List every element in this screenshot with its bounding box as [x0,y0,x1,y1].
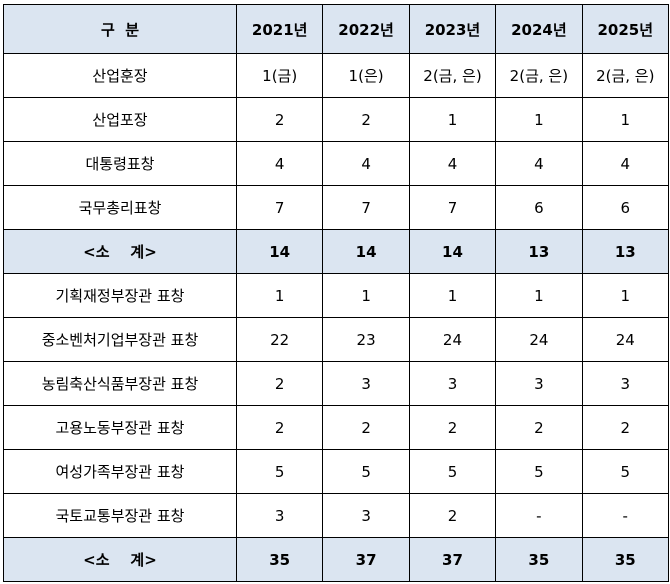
year-value-cell: - [581,493,669,538]
year-value-cell: 6 [581,185,669,230]
year-value-cell: 35 [235,537,324,582]
year-value-cell: 3 [235,493,324,538]
year-value-cell: 2 [235,97,324,142]
year-value-cell: 3 [322,361,410,406]
year-value-cell: 7 [322,185,410,230]
award-count-table: 구 분 2021년 2022년 2023년 2024년 2025년 산업훈장 1(… [3,4,669,582]
year-value-cell: 4 [322,141,410,186]
year-value-cell: 2 [408,405,497,450]
year-value-cell: 1 [408,97,497,142]
header-year: 2021년 [235,4,324,54]
table-row: 국무총리표창 7 7 7 6 6 [3,185,669,230]
year-value-cell: 2 [495,405,583,450]
subtotal-label: <소 계> [3,537,237,582]
year-value-cell: 1 [495,97,583,142]
table-row: 산업포장 2 2 1 1 1 [3,97,669,142]
table-row: 고용노동부장관 표창 2 2 2 2 2 [3,405,669,450]
subtotal-row: <소 계> 35 37 37 35 35 [3,537,669,582]
year-value-cell: 3 [495,361,583,406]
header-year: 2024년 [495,4,583,54]
table-header-row: 구 분 2021년 2022년 2023년 2024년 2025년 [3,4,669,54]
year-value-cell: 1 [581,97,669,142]
year-value-cell: 23 [322,317,410,362]
year-value-cell: 2(금, 은) [581,53,669,98]
year-value-cell: 14 [322,229,410,274]
year-value-cell: 2 [322,97,410,142]
year-value-cell: 24 [408,317,497,362]
year-value-cell: 5 [322,449,410,494]
year-value-cell: 2 [408,493,497,538]
table-row: 농림축산식품부장관 표창 2 3 3 3 3 [3,361,669,406]
table-row: 기획재정부장관 표창 1 1 1 1 1 [3,273,669,318]
year-value-cell: 5 [495,449,583,494]
award-label: 기획재정부장관 표창 [3,273,237,318]
year-value-cell: 2(금, 은) [495,53,583,98]
award-label: 여성가족부장관 표창 [3,449,237,494]
header-category: 구 분 [3,4,237,54]
award-label: 국토교통부장관 표창 [3,493,237,538]
year-value-cell: 1 [235,273,324,318]
year-value-cell: 2 [322,405,410,450]
award-label: 산업훈장 [3,53,237,98]
year-value-cell: 3 [408,361,497,406]
year-value-cell: 1 [495,273,583,318]
year-value-cell: 2 [235,405,324,450]
year-value-cell: - [495,493,583,538]
table-body: 산업훈장 1(금) 1(은) 2(금, 은) 2(금, 은) 2(금, 은) 산업포장 2 2 1… [3,53,669,582]
table-row: 대통령표창 4 4 4 4 4 [3,141,669,186]
year-value-cell: 4 [495,141,583,186]
year-value-cell: 1 [322,273,410,318]
year-value-cell: 24 [581,317,669,362]
year-value-cell: 13 [581,229,669,274]
year-value-cell: 1 [581,273,669,318]
year-value-cell: 35 [581,537,669,582]
year-value-cell: 2(금, 은) [408,53,497,98]
year-value-cell: 35 [495,537,583,582]
year-value-cell: 4 [581,141,669,186]
year-value-cell: 24 [495,317,583,362]
award-label: 중소벤처기업부장관 표창 [3,317,237,362]
year-value-cell: 1(금) [235,53,324,98]
year-value-cell: 4 [408,141,497,186]
year-value-cell: 1 [408,273,497,318]
subtotal-row: <소 계> 14 14 14 13 13 [3,229,669,274]
header-year: 2023년 [408,4,497,54]
year-value-cell: 3 [322,493,410,538]
year-value-cell: 6 [495,185,583,230]
header-year: 2025년 [581,4,669,54]
year-value-cell: 3 [581,361,669,406]
year-value-cell: 5 [235,449,324,494]
year-value-cell: 2 [235,361,324,406]
year-value-cell: 4 [235,141,324,186]
year-value-cell: 13 [495,229,583,274]
year-value-cell: 7 [235,185,324,230]
year-value-cell: 1(은) [322,53,410,98]
year-value-cell: 5 [408,449,497,494]
table-row: 여성가족부장관 표창 5 5 5 5 5 [3,449,669,494]
header-year: 2022년 [322,4,410,54]
year-value-cell: 14 [235,229,324,274]
year-value-cell: 2 [581,405,669,450]
year-value-cell: 22 [235,317,324,362]
year-value-cell: 37 [408,537,497,582]
table-row: 국토교통부장관 표창 3 3 2- - [3,493,669,538]
award-label: 국무총리표창 [3,185,237,230]
subtotal-label: <소 계> [3,229,237,274]
table-row: 중소벤처기업부장관 표창 22 23 24 24 24 [3,317,669,362]
award-label: 고용노동부장관 표창 [3,405,237,450]
table-row: 산업훈장 1(금) 1(은) 2(금, 은) 2(금, 은) 2(금, 은) [3,53,669,98]
year-value-cell: 5 [581,449,669,494]
award-label: 산업포장 [3,97,237,142]
year-value-cell: 7 [408,185,497,230]
year-value-cell: 37 [322,537,410,582]
year-value-cell: 14 [408,229,497,274]
award-label: 대통령표창 [3,141,237,186]
award-label: 농림축산식품부장관 표창 [3,361,237,406]
